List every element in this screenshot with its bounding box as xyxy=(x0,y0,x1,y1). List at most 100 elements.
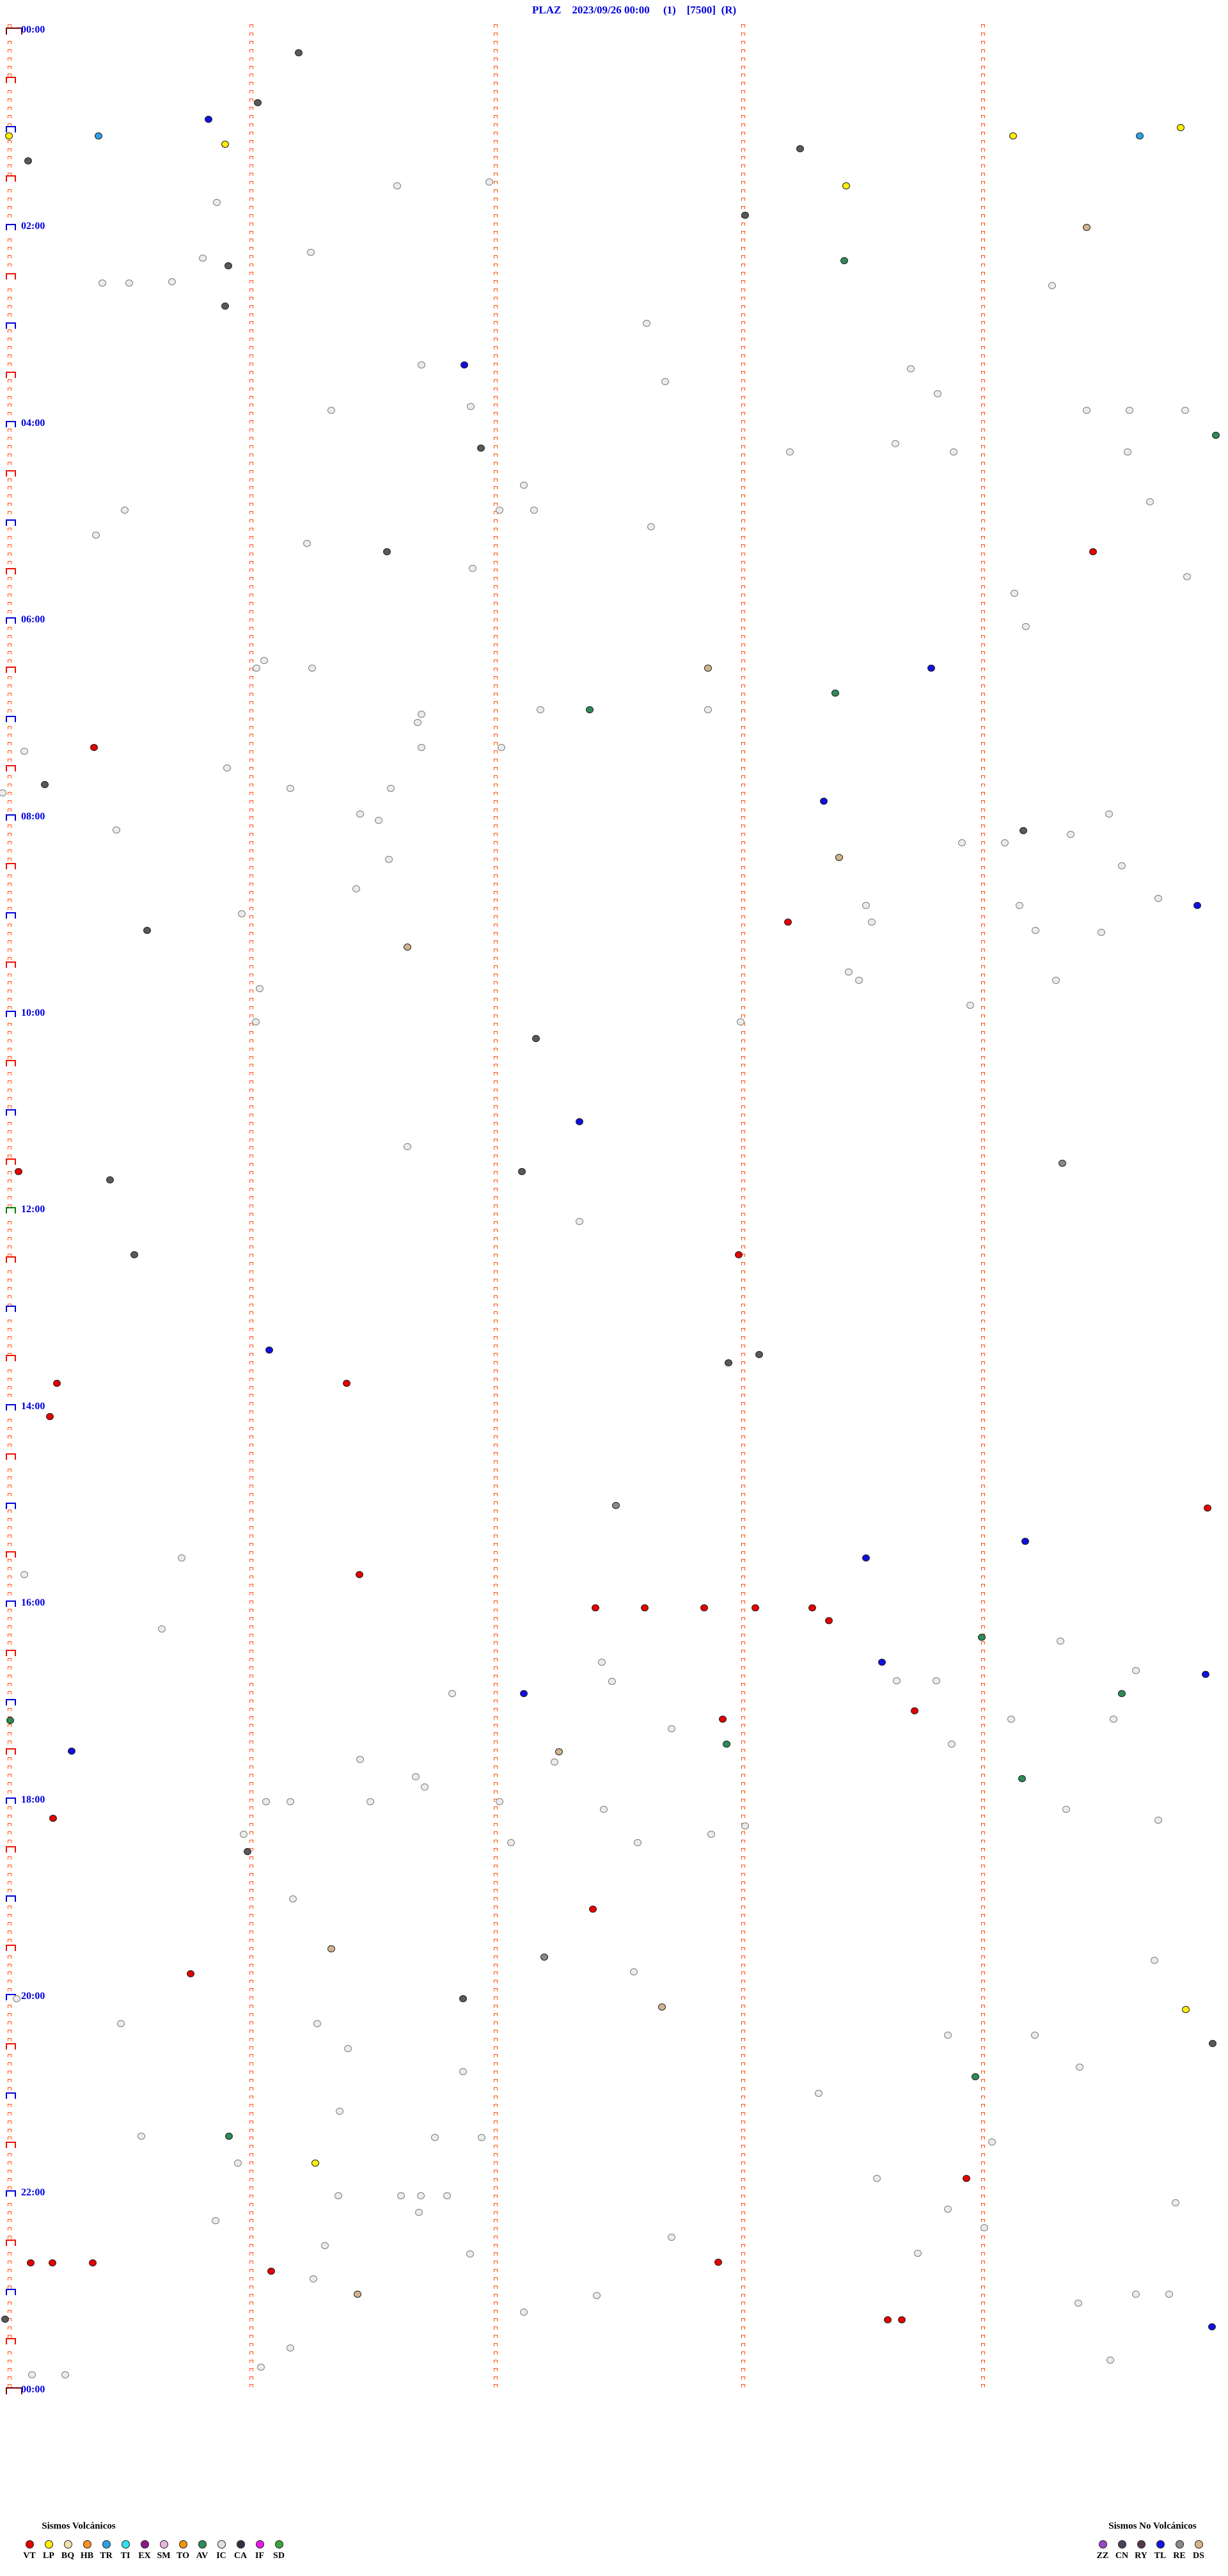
event-point[interactable] xyxy=(387,785,395,792)
event-point[interactable] xyxy=(443,2192,451,2199)
event-point[interactable] xyxy=(586,706,594,713)
event-point[interactable] xyxy=(121,507,129,514)
event-point[interactable] xyxy=(927,665,935,672)
event-point[interactable] xyxy=(520,1690,528,1697)
event-point[interactable] xyxy=(414,719,421,726)
event-point[interactable] xyxy=(980,2224,988,2231)
event-point[interactable] xyxy=(796,145,804,152)
event-point[interactable] xyxy=(344,2045,352,2052)
event-point[interactable] xyxy=(5,132,13,139)
event-point[interactable] xyxy=(238,910,246,917)
event-point[interactable] xyxy=(356,1571,363,1578)
event-point[interactable] xyxy=(321,2242,329,2249)
event-point[interactable] xyxy=(1165,2291,1173,2298)
event-point[interactable] xyxy=(485,178,493,186)
event-point[interactable] xyxy=(496,507,503,514)
event-point[interactable] xyxy=(914,2250,922,2257)
event-point[interactable] xyxy=(820,798,828,805)
event-point[interactable] xyxy=(262,1798,270,1805)
event-point[interactable] xyxy=(1009,132,1017,139)
event-point[interactable] xyxy=(1089,548,1097,555)
event-point[interactable] xyxy=(1067,831,1074,838)
event-point[interactable] xyxy=(1021,1538,1029,1545)
event-point[interactable] xyxy=(89,2259,97,2266)
event-point[interactable] xyxy=(1062,1806,1070,1813)
event-point[interactable] xyxy=(752,1604,759,1611)
event-point[interactable] xyxy=(589,1906,597,1913)
event-point[interactable] xyxy=(415,2209,423,2216)
event-point[interactable] xyxy=(257,2364,265,2371)
event-point[interactable] xyxy=(862,1554,870,1561)
event-point[interactable] xyxy=(20,748,28,755)
event-point[interactable] xyxy=(958,839,966,846)
event-point[interactable] xyxy=(199,255,207,262)
event-point[interactable] xyxy=(1,2316,9,2323)
event-point[interactable] xyxy=(221,303,229,310)
event-point[interactable] xyxy=(786,448,794,455)
event-point[interactable] xyxy=(1204,1505,1211,1512)
event-point[interactable] xyxy=(49,1815,57,1822)
event-point[interactable] xyxy=(477,445,485,452)
event-point[interactable] xyxy=(576,1118,583,1125)
event-point[interactable] xyxy=(252,1018,260,1025)
event-point[interactable] xyxy=(719,1716,727,1723)
event-point[interactable] xyxy=(1124,448,1131,455)
event-point[interactable] xyxy=(460,361,468,368)
event-point[interactable] xyxy=(46,1413,54,1420)
event-point[interactable] xyxy=(295,49,303,56)
event-point[interactable] xyxy=(385,856,393,863)
event-point[interactable] xyxy=(1057,1638,1064,1645)
event-point[interactable] xyxy=(253,665,260,672)
event-point[interactable] xyxy=(1118,862,1126,869)
event-point[interactable] xyxy=(303,540,311,547)
event-point[interactable] xyxy=(612,1502,620,1509)
event-point[interactable] xyxy=(737,1018,744,1025)
event-point[interactable] xyxy=(966,1002,974,1009)
event-point[interactable] xyxy=(354,2291,361,2298)
event-point[interactable] xyxy=(608,1678,616,1685)
event-point[interactable] xyxy=(884,2316,892,2323)
event-point[interactable] xyxy=(873,2175,881,2182)
event-point[interactable] xyxy=(24,157,32,164)
event-point[interactable] xyxy=(714,2259,722,2266)
event-point[interactable] xyxy=(643,320,650,327)
event-point[interactable] xyxy=(661,378,669,385)
event-point[interactable] xyxy=(412,1773,420,1780)
event-point[interactable] xyxy=(498,744,505,751)
event-point[interactable] xyxy=(700,1604,708,1611)
event-point[interactable] xyxy=(213,199,221,206)
event-point[interactable] xyxy=(125,280,133,287)
event-point[interactable] xyxy=(668,2234,675,2241)
event-point[interactable] xyxy=(1151,1957,1158,1964)
event-point[interactable] xyxy=(287,2344,294,2351)
event-point[interactable] xyxy=(634,1839,642,1846)
event-point[interactable] xyxy=(1018,1775,1026,1782)
event-point[interactable] xyxy=(421,1783,429,1790)
event-point[interactable] xyxy=(0,789,6,796)
event-point[interactable] xyxy=(234,2160,242,2167)
event-point[interactable] xyxy=(178,1554,185,1561)
event-point[interactable] xyxy=(260,657,268,664)
event-point[interactable] xyxy=(256,985,264,992)
event-point[interactable] xyxy=(1118,1690,1126,1697)
event-point[interactable] xyxy=(668,1725,675,1732)
event-point[interactable] xyxy=(287,1798,294,1805)
event-point[interactable] xyxy=(224,262,232,269)
event-point[interactable] xyxy=(551,1758,558,1766)
event-point[interactable] xyxy=(1016,902,1023,909)
event-point[interactable] xyxy=(1193,902,1201,909)
event-point[interactable] xyxy=(1212,432,1220,439)
event-point[interactable] xyxy=(98,280,106,287)
event-point[interactable] xyxy=(868,919,876,926)
event-point[interactable] xyxy=(1181,407,1189,414)
event-point[interactable] xyxy=(1172,2199,1179,2206)
event-point[interactable] xyxy=(518,1168,526,1175)
event-point[interactable] xyxy=(1106,2357,1114,2364)
event-point[interactable] xyxy=(532,1035,540,1042)
event-point[interactable] xyxy=(1126,407,1133,414)
event-point[interactable] xyxy=(68,1748,75,1755)
event-point[interactable] xyxy=(418,361,425,368)
event-point[interactable] xyxy=(944,2206,952,2213)
event-point[interactable] xyxy=(310,2275,317,2282)
event-point[interactable] xyxy=(466,2250,474,2257)
